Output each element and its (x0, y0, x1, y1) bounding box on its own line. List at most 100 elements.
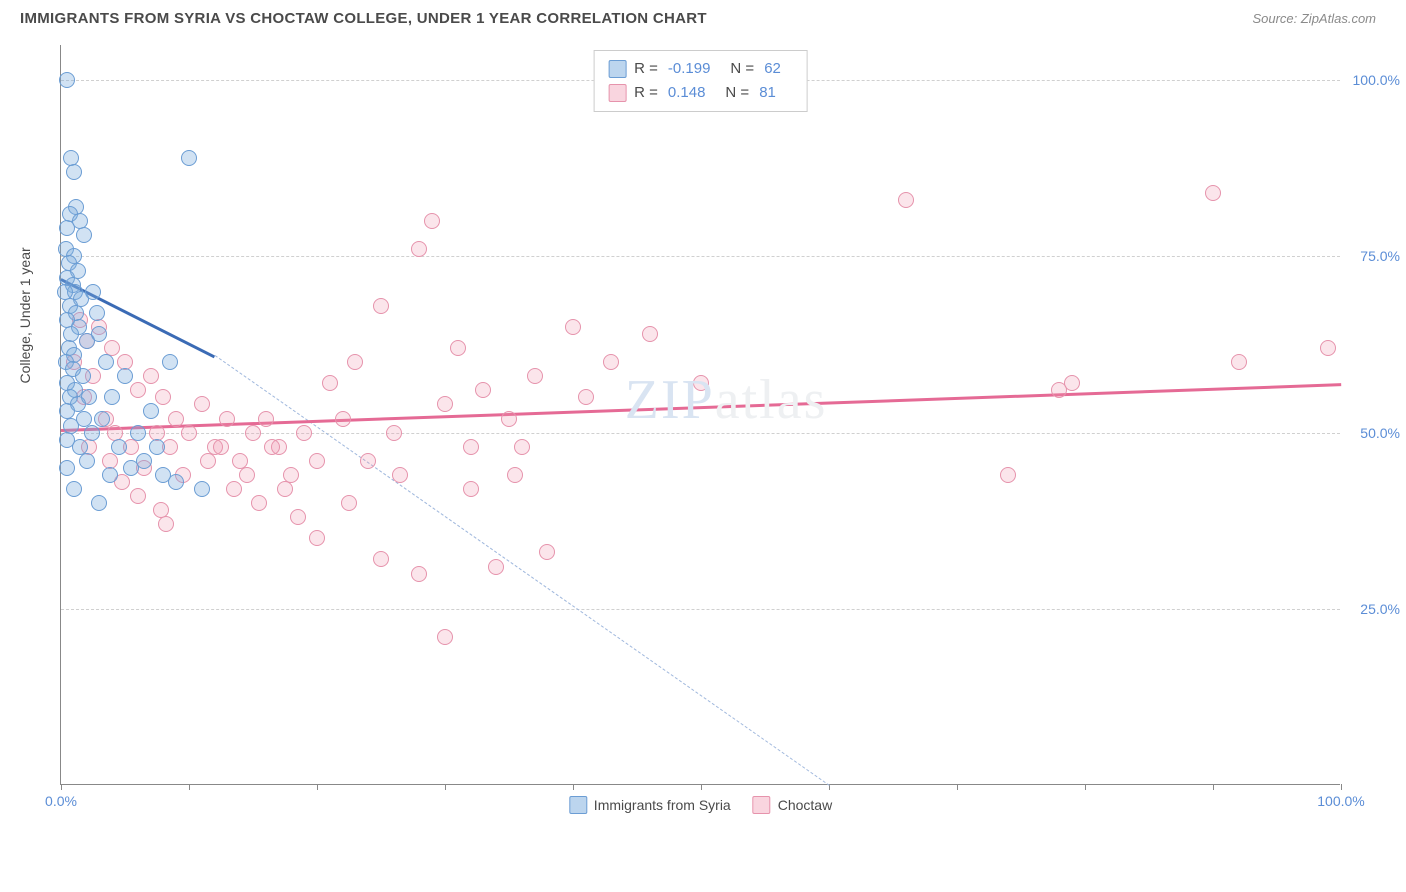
data-point (309, 453, 325, 469)
x-tick (573, 784, 574, 790)
legend-swatch-blue (608, 60, 626, 78)
data-point (130, 488, 146, 504)
data-point (98, 354, 114, 370)
data-point (59, 72, 75, 88)
data-point (373, 551, 389, 567)
data-point (219, 411, 235, 427)
data-point (117, 368, 133, 384)
correlation-legend: R = -0.199 N = 62 R = 0.148 N = 81 (593, 50, 808, 112)
data-point (488, 559, 504, 575)
data-point (155, 389, 171, 405)
grid-line (61, 256, 1340, 257)
data-point (251, 495, 267, 511)
data-point (102, 467, 118, 483)
watermark-atlas: atlas (715, 369, 828, 431)
data-point (475, 382, 491, 398)
data-point (450, 340, 466, 356)
data-point (290, 509, 306, 525)
data-point (200, 453, 216, 469)
data-point (437, 629, 453, 645)
data-point (162, 354, 178, 370)
data-point (507, 467, 523, 483)
data-point (335, 411, 351, 427)
data-point (239, 467, 255, 483)
data-point (309, 530, 325, 546)
data-point (91, 326, 107, 342)
data-point (181, 425, 197, 441)
x-tick (445, 784, 446, 790)
data-point (94, 411, 110, 427)
data-point (79, 453, 95, 469)
legend-n-label: N = (725, 81, 749, 105)
data-point (85, 284, 101, 300)
x-tick (317, 784, 318, 790)
legend-swatch-pink (753, 796, 771, 814)
data-point (66, 481, 82, 497)
data-point (1320, 340, 1336, 356)
data-point (245, 425, 261, 441)
data-point (181, 150, 197, 166)
data-point (213, 439, 229, 455)
data-point (437, 396, 453, 412)
x-tick (1085, 784, 1086, 790)
data-point (59, 220, 75, 236)
data-point (168, 411, 184, 427)
y-tick-label: 50.0% (1360, 425, 1400, 441)
data-point (194, 481, 210, 497)
grid-line (61, 609, 1340, 610)
data-point (527, 368, 543, 384)
data-point (341, 495, 357, 511)
y-tick-label: 25.0% (1360, 601, 1400, 617)
chart-title: IMMIGRANTS FROM SYRIA VS CHOCTAW COLLEGE… (20, 10, 707, 27)
x-tick (957, 784, 958, 790)
data-point (66, 164, 82, 180)
data-point (226, 481, 242, 497)
data-point (258, 411, 274, 427)
data-point (158, 516, 174, 532)
data-point (373, 298, 389, 314)
data-point (136, 453, 152, 469)
x-tick (1341, 784, 1342, 790)
data-point (642, 326, 658, 342)
data-point (386, 425, 402, 441)
data-point (194, 396, 210, 412)
data-point (76, 227, 92, 243)
data-point (111, 439, 127, 455)
data-point (603, 354, 619, 370)
data-point (296, 425, 312, 441)
x-tick (189, 784, 190, 790)
legend-swatch-pink (608, 84, 626, 102)
data-point (693, 375, 709, 391)
data-point (264, 439, 280, 455)
data-point (392, 467, 408, 483)
data-point (501, 411, 517, 427)
legend-label-syria: Immigrants from Syria (594, 797, 731, 813)
legend-n-value-syria: 62 (764, 57, 781, 81)
data-point (1231, 354, 1247, 370)
legend-n-value-choctaw: 81 (759, 81, 776, 105)
data-point (1000, 467, 1016, 483)
data-point (898, 192, 914, 208)
data-point (143, 368, 159, 384)
data-point (424, 213, 440, 229)
legend-n-label: N = (730, 57, 754, 81)
data-point (347, 354, 363, 370)
legend-r-label: R = (634, 81, 658, 105)
legend-label-choctaw: Choctaw (778, 797, 832, 813)
series-legend: Immigrants from Syria Choctaw (569, 796, 832, 814)
legend-r-value-choctaw: 0.148 (668, 81, 706, 105)
data-point (91, 495, 107, 511)
data-point (565, 319, 581, 335)
legend-swatch-blue (569, 796, 587, 814)
data-point (143, 403, 159, 419)
data-point (1064, 375, 1080, 391)
data-point (514, 439, 530, 455)
data-point (411, 566, 427, 582)
data-point (1205, 185, 1221, 201)
x-tick-label: 100.0% (1317, 793, 1364, 809)
data-point (360, 453, 376, 469)
legend-row-syria: R = -0.199 N = 62 (608, 57, 793, 81)
plot-area: ZIPatlas R = -0.199 N = 62 R = 0.148 N =… (60, 45, 1340, 785)
chart-container: College, Under 1 year ZIPatlas R = -0.19… (50, 35, 1370, 825)
chart-header: IMMIGRANTS FROM SYRIA VS CHOCTAW COLLEGE… (0, 0, 1406, 35)
